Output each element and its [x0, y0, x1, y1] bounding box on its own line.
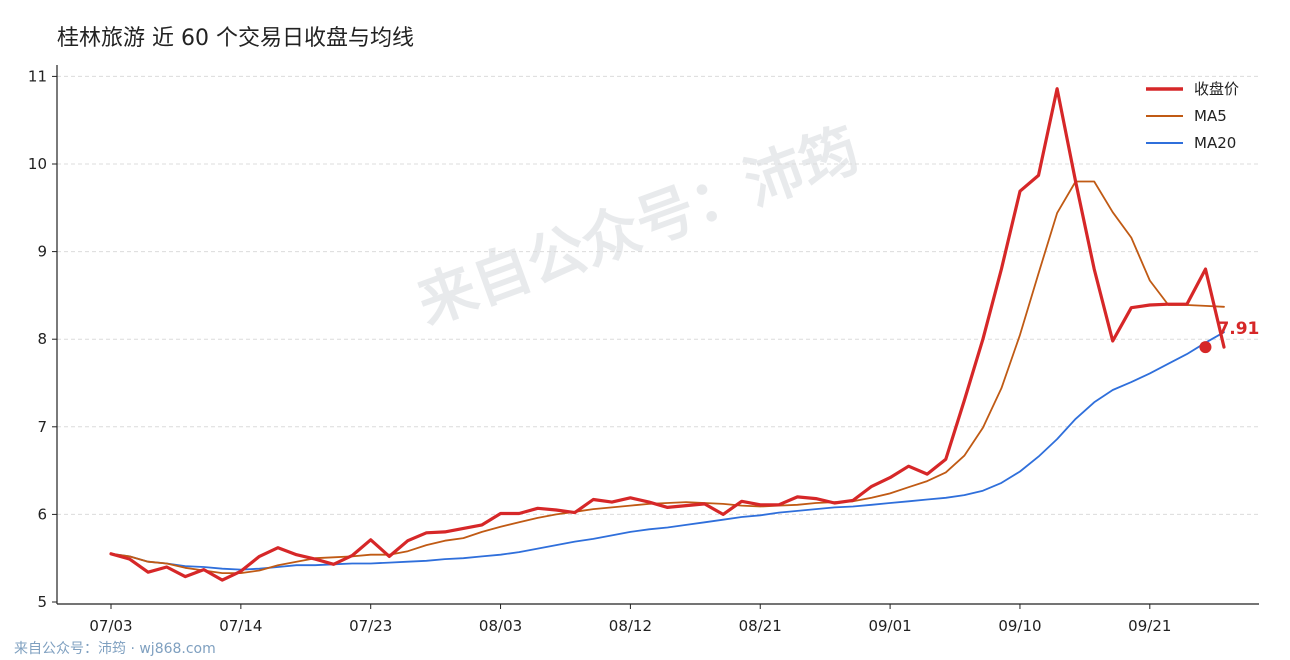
legend-label-ma5: MA5	[1194, 107, 1227, 125]
footer-source: 来自公众号：沛筠 · wj868.com	[14, 640, 216, 657]
legend-label-close: 收盘价	[1194, 80, 1239, 98]
y-tick-label: 7	[37, 418, 47, 436]
last-close-label: 7.91	[1217, 319, 1259, 339]
x-ticks: 07/03 07/14 07/23 08/03 08/12 08/21 09/01 09/10…	[89, 604, 1171, 635]
last-close-marker	[1199, 341, 1212, 354]
x-tick-label: 07/03	[89, 617, 132, 635]
series-layer	[109, 87, 1226, 582]
x-tick-label: 09/21	[1128, 617, 1171, 635]
chart-title: 桂林旅游 近 60 个交易日收盘与均线	[57, 26, 414, 51]
axes	[56, 65, 1259, 605]
legend-label-ma20: MA20	[1194, 134, 1236, 152]
x-tick-label: 08/21	[739, 617, 782, 635]
y-tick-label: 10	[28, 155, 47, 173]
x-tick-label: 07/14	[219, 617, 262, 635]
x-tick-label: 07/23	[349, 617, 392, 635]
series-line-ma20	[110, 331, 1225, 571]
y-tick-label: 8	[37, 330, 47, 348]
y-tick-label: 9	[37, 243, 47, 261]
grid	[57, 75, 1259, 515]
x-tick-label: 09/01	[868, 617, 911, 635]
y-tick-label: 11	[28, 67, 47, 85]
series-line-close	[109, 87, 1226, 582]
annotation-layer: 7.91	[1199, 319, 1259, 354]
y-tick-label: 6	[37, 505, 47, 523]
watermark: 来自公众号：沛筠	[409, 115, 868, 338]
x-tick-label: 09/10	[998, 617, 1041, 635]
y-ticks: 5 6 7 8 9 10 11	[28, 67, 57, 611]
x-tick-label: 08/03	[479, 617, 522, 635]
y-tick-label: 5	[37, 593, 47, 611]
x-tick-label: 08/12	[609, 617, 652, 635]
series-line-ma5	[110, 180, 1225, 574]
legend: 收盘价 MA5 MA20	[1146, 80, 1239, 152]
